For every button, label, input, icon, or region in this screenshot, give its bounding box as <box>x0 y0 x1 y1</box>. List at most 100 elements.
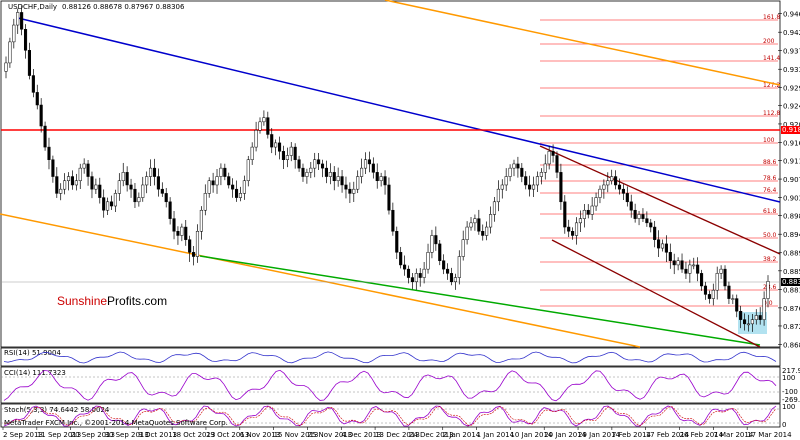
candle-body <box>707 294 711 299</box>
candle-body <box>395 231 399 253</box>
fib-label: 23.6 <box>763 284 777 291</box>
candle-body <box>78 167 82 182</box>
candle-body <box>754 315 758 320</box>
x-tick-label: 20 Jan 2014 <box>544 431 587 439</box>
candle-body <box>535 176 539 186</box>
x-tick-label: 17 Feb 2014 <box>646 431 690 439</box>
candle-body <box>750 319 754 325</box>
fib-label: 61.8 <box>763 208 777 215</box>
candle-body <box>102 197 106 211</box>
fib-label: 127.2 <box>763 82 780 89</box>
candle-body <box>703 285 708 295</box>
candle-body <box>473 218 477 224</box>
stoch-signal-line <box>3 405 777 427</box>
candle-body <box>590 205 594 215</box>
x-tick-label: 1 Jan 2014 <box>477 431 515 439</box>
candle-body <box>414 273 418 283</box>
orange-channel-upper <box>384 0 781 86</box>
candle-body <box>614 176 618 186</box>
y-tick-label: 0.86810 <box>783 341 800 349</box>
candle-body <box>70 176 74 186</box>
candle-body <box>332 172 336 182</box>
candle-body <box>649 222 653 228</box>
copyright-text: MetaTrader FXCM Inc., ©2001-2014 MetaQuo… <box>4 419 228 427</box>
horizontal-line-price-label: 0.91868 <box>782 126 800 134</box>
candle-body <box>551 151 555 156</box>
fib-label: 112.8 <box>763 110 780 117</box>
candle-body <box>391 209 395 232</box>
candle-body <box>676 260 680 266</box>
candle-body <box>735 298 739 312</box>
candle-body <box>262 117 266 123</box>
candle-body <box>496 188 500 203</box>
cci-line <box>3 369 777 402</box>
candle-body <box>211 180 215 186</box>
candle-body <box>434 235 438 245</box>
candle-body <box>492 201 497 215</box>
x-tick-label: 4 Dec 2013 <box>341 431 381 439</box>
candle-body <box>180 226 184 236</box>
x-tick-label: 30 Sep 2013 <box>104 431 148 439</box>
symbol-label: USDCHF,Daily <box>8 3 57 11</box>
rsi-panel-frame <box>0 347 781 367</box>
candle-body <box>739 310 743 320</box>
x-tick-label: 26 Feb 2014 <box>680 431 724 439</box>
candle-body <box>340 176 344 186</box>
cci-panel-frame <box>0 366 781 404</box>
candle-body <box>727 285 731 299</box>
brown-channel-upper <box>539 145 781 255</box>
candle-body <box>371 163 375 173</box>
x-tick-label: 13 Dec 2013 <box>375 431 420 439</box>
y-tick-label: 0.94670 <box>783 11 800 19</box>
candle-body <box>297 159 301 169</box>
candle-body <box>602 184 606 190</box>
candle-body <box>406 268 411 278</box>
candle-body <box>512 163 516 169</box>
candle-body <box>4 62 8 72</box>
candle-body <box>172 218 176 232</box>
x-tick-label: 6 Nov 2013 <box>240 431 280 439</box>
y-tick-label: 0.91180 <box>783 158 800 166</box>
candle-body <box>35 92 39 106</box>
cci-tick-bottom: -269.6632 <box>782 396 800 404</box>
candle-body <box>149 167 153 177</box>
candle-body <box>606 180 610 186</box>
candle-body <box>242 180 246 194</box>
candle-body <box>348 188 352 194</box>
candle-body <box>51 159 55 177</box>
y-tick-label: 0.87250 <box>783 323 800 331</box>
x-tick-label: 7 Mar 2014 <box>713 431 753 439</box>
candle-body <box>352 188 356 194</box>
candle-body <box>168 201 172 219</box>
candle-body <box>188 239 192 253</box>
candle-body <box>711 289 715 299</box>
candle-body <box>235 188 239 198</box>
candle-body <box>82 163 86 169</box>
candle-body <box>504 176 508 186</box>
candle-body <box>547 151 551 165</box>
candle-body <box>465 226 469 240</box>
candle-body <box>477 218 481 232</box>
candle-body <box>305 172 309 177</box>
candle-body <box>531 184 536 190</box>
candle-body <box>668 252 672 261</box>
candle-body <box>457 256 461 278</box>
rsi-label: RSI(14) 51.9004 <box>4 349 61 357</box>
y-tick-label: 0.92050 <box>783 121 800 129</box>
candle-body <box>117 180 121 194</box>
candle-body <box>610 176 614 182</box>
candle-body <box>660 243 665 249</box>
fib-label: 50.0 <box>763 232 777 239</box>
candle-body <box>113 193 117 207</box>
candle-body <box>324 167 328 177</box>
stoch-panel-frame <box>0 403 781 428</box>
cci-label: CCI(14) 111.7323 <box>4 369 66 377</box>
y-tick-label: 0.94230 <box>783 29 800 37</box>
current-price-tag <box>781 278 800 286</box>
candle-body <box>74 180 78 186</box>
candle-body <box>55 176 59 194</box>
candle-body <box>633 209 637 219</box>
stoch-tick-0: 0 <box>782 421 786 429</box>
candle-body <box>653 226 657 240</box>
